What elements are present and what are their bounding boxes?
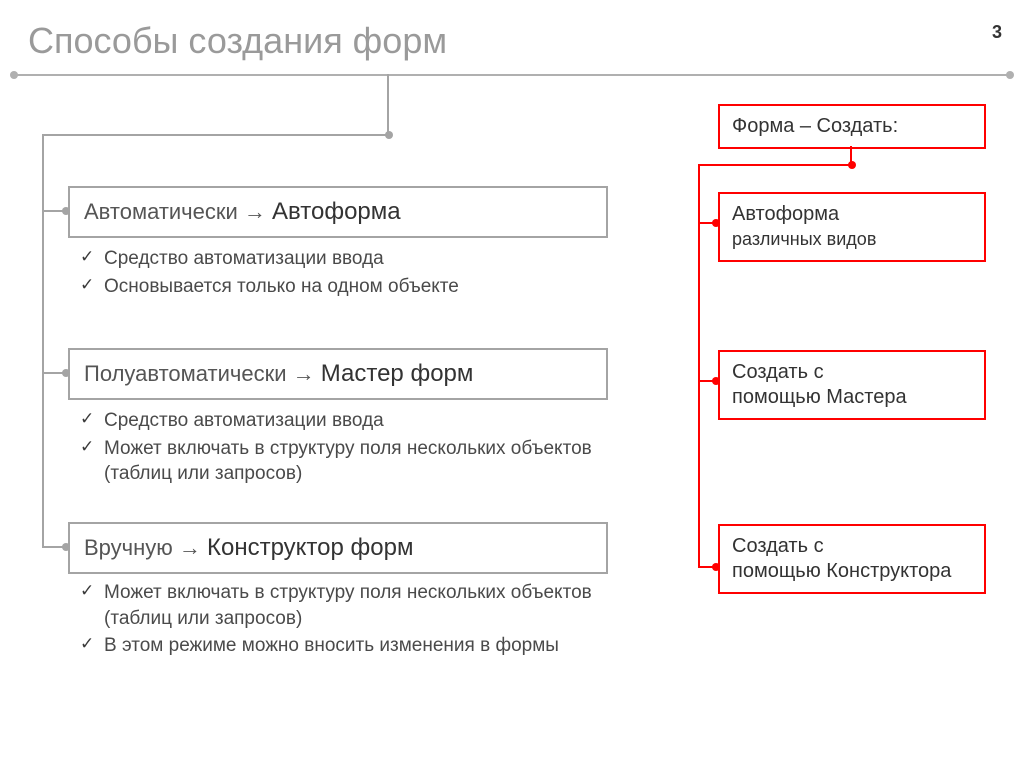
method-auto-bold: Автоформа	[272, 198, 401, 225]
gray-horiz-dot	[385, 131, 393, 139]
bullet-item: Основывается только на одном объекте	[80, 274, 610, 300]
bullet-item: Может включать в структуру поля нескольк…	[80, 436, 610, 487]
red-horiz-dot	[848, 161, 856, 169]
method-auto-prefix: Автоматически →	[84, 199, 272, 224]
right-item-line1: Создать с	[732, 361, 824, 383]
method-box-designer: Вручную → Конструктор форм	[68, 522, 608, 574]
right-item-wizard: Создать с помощью Мастера	[718, 350, 986, 420]
right-item-line2: различных видов	[732, 229, 876, 249]
page-number: 3	[992, 22, 1002, 43]
method-wizard-prefix: Полуавтоматически →	[84, 361, 321, 386]
method-designer-bullets: Может включать в структуру поля нескольк…	[80, 580, 640, 661]
method-box-auto: Автоматически → Автоформа	[68, 186, 608, 238]
title-rule	[14, 74, 1010, 76]
bullet-item: Средство автоматизации ввода	[80, 408, 610, 434]
bullet-item: В этом режиме можно вносить изменения в …	[80, 633, 640, 659]
gray-trunk	[387, 74, 389, 136]
method-box-wizard: Полуавтоматически → Мастер форм	[68, 348, 608, 400]
method-wizard-bullets: Средство автоматизации ввода Может включ…	[80, 408, 610, 489]
red-horiz	[698, 164, 852, 166]
gray-spine	[42, 134, 44, 548]
right-item-line1: Автоформа	[732, 203, 839, 225]
red-spine	[698, 164, 700, 568]
method-auto-bullets: Средство автоматизации ввода Основываетс…	[80, 246, 610, 301]
method-designer-bold: Конструктор форм	[207, 534, 413, 561]
right-item-autoform: Автоформа различных видов	[718, 192, 986, 262]
method-wizard-bold: Мастер форм	[321, 360, 474, 387]
right-item-line2: помощью Конструктора	[732, 560, 951, 582]
method-designer-prefix: Вручную →	[84, 535, 207, 560]
right-item-line2: помощью Мастера	[732, 386, 907, 408]
right-item-line1: Создать с	[732, 535, 824, 557]
bullet-item: Может включать в структуру поля нескольк…	[80, 580, 640, 631]
page-title: Способы создания форм	[28, 20, 447, 62]
right-header-box: Форма – Создать:	[718, 104, 986, 149]
right-header-text: Форма – Создать:	[732, 115, 898, 137]
gray-horiz	[42, 134, 389, 136]
right-item-designer: Создать с помощью Конструктора	[718, 524, 986, 594]
bullet-item: Средство автоматизации ввода	[80, 246, 610, 272]
